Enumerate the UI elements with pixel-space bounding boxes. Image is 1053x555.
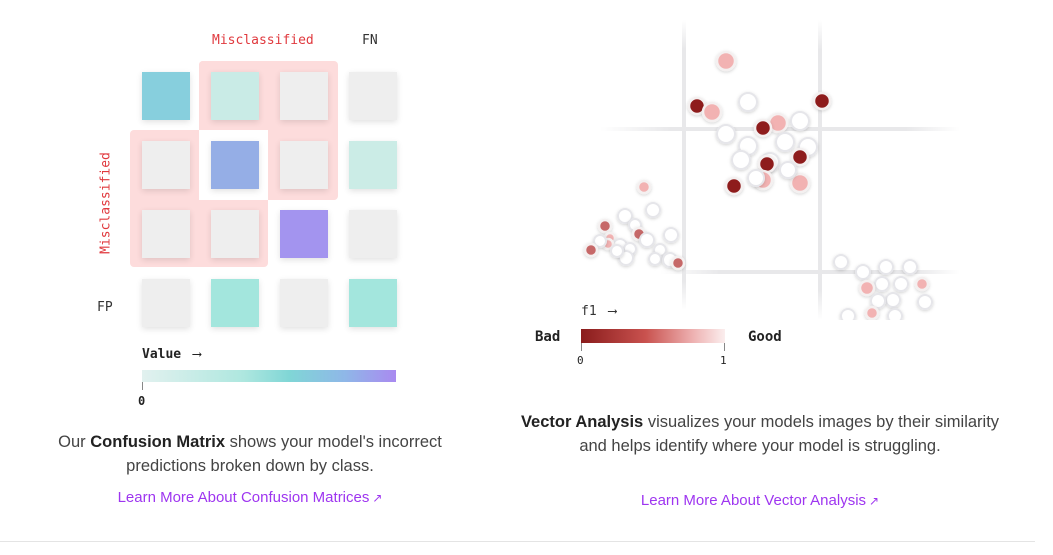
scatter-point-8 <box>716 124 736 144</box>
matrix-cell-r4-c2 <box>211 279 259 327</box>
scale-min-label: 0 <box>577 354 584 367</box>
scatter-point-20 <box>747 169 765 187</box>
value-gradient-bar <box>142 370 396 382</box>
matrix-cell-r1-c4 <box>349 72 397 120</box>
misclassified-side-label: Misclassified <box>98 152 114 254</box>
matrix-cell-r4-c3 <box>280 279 328 327</box>
legend-min-label: 0 <box>138 394 146 408</box>
scatter-point-6 <box>790 111 810 131</box>
misclassified-side-label-wrap: Misclassified <box>98 144 114 262</box>
legend-tick <box>142 382 143 390</box>
fn-label: FN <box>362 33 378 48</box>
scale-tick-min <box>581 343 582 351</box>
scatter-point-50 <box>885 292 901 308</box>
scatter-point-15 <box>790 147 810 167</box>
scale-max-label: 1 <box>720 354 727 367</box>
scatter-point-38 <box>648 252 662 266</box>
confusion-description: Our Confusion Matrix shows your model's … <box>58 433 442 475</box>
confusion-learn-more-link[interactable]: Learn More About Confusion Matrices ↗ <box>117 489 383 506</box>
confusion-matrix-term: Confusion Matrix <box>90 433 226 451</box>
scatter-point-41 <box>610 244 624 258</box>
scatter-point-42 <box>833 254 849 270</box>
arrow-up-right-icon: ↗ <box>372 491 383 505</box>
grid-line <box>682 20 686 310</box>
matrix-cell-r2-c2 <box>211 141 259 189</box>
scatter-point-43 <box>855 264 871 280</box>
f1-axis-label: f1 ⟶ <box>581 304 617 319</box>
scatter-point-18 <box>789 172 811 194</box>
matrix-cell-r1-c1 <box>142 72 190 120</box>
scatter-point-52 <box>917 294 933 310</box>
scatter-point-5 <box>812 91 832 111</box>
scatter-point-21 <box>779 161 797 179</box>
vector-learn-more-link[interactable]: Learn More About Vector Analysis ↗ <box>640 492 880 509</box>
scatter-point-48 <box>858 279 876 297</box>
value-legend-title: Value ⟶ <box>142 347 201 362</box>
bad-label: Bad <box>535 329 561 345</box>
good-label: Good <box>748 329 782 345</box>
grid-line <box>818 20 822 320</box>
scatter-point-36 <box>583 242 599 258</box>
matrix-cell-r4-c4 <box>349 279 397 327</box>
scatter-point-35 <box>593 234 607 248</box>
scatter-point-55 <box>887 308 903 320</box>
vector-analysis-term: Vector Analysis <box>520 413 644 431</box>
scatter-point-30 <box>663 227 679 243</box>
matrix-cell-r3-c2 <box>211 210 259 258</box>
scatter-point-49 <box>914 276 930 292</box>
vector-description: Vector Analysis visualizes your models i… <box>520 413 1000 455</box>
vector-scatter-plot <box>583 20 960 320</box>
scatter-point-23 <box>645 202 661 218</box>
matrix-cell-r1-c3 <box>280 72 328 120</box>
scatter-point-47 <box>874 276 890 292</box>
scatter-point-44 <box>878 259 894 275</box>
scatter-point-54 <box>840 308 856 320</box>
scatter-point-16 <box>757 154 777 174</box>
f1-gradient-bar <box>581 329 725 343</box>
matrix-cell-r2-c1 <box>142 141 190 189</box>
matrix-cell-r3-c1 <box>142 210 190 258</box>
scatter-point-26 <box>597 218 613 234</box>
arrow-right-icon: ⟶ <box>608 304 617 319</box>
arrow-up-right-icon: ↗ <box>869 494 880 508</box>
scale-tick-max <box>724 343 725 351</box>
scatter-point-13 <box>731 150 751 170</box>
section-divider <box>0 541 1035 542</box>
scatter-point-46 <box>893 276 909 292</box>
matrix-cell-r2-c4 <box>349 141 397 189</box>
matrix-cell-r1-c2 <box>211 72 259 120</box>
misclassified-top-label: Misclassified <box>212 33 314 48</box>
scatter-point-4 <box>701 101 723 123</box>
matrix-cell-r2-c3 <box>280 141 328 189</box>
matrix-cell-r3-c4 <box>349 210 397 258</box>
grid-line <box>660 270 960 274</box>
scatter-point-22 <box>636 179 652 195</box>
fp-label: FP <box>97 300 113 315</box>
scatter-point-19 <box>724 176 744 196</box>
scatter-point-1 <box>715 50 737 72</box>
arrow-right-icon: ⟶ <box>192 347 201 362</box>
scatter-point-28 <box>639 232 655 248</box>
matrix-cell-r4-c1 <box>142 279 190 327</box>
scatter-point-9 <box>753 118 773 138</box>
matrix-cell-r3-c3 <box>280 210 328 258</box>
scatter-point-40 <box>670 255 686 271</box>
scatter-point-10 <box>775 132 795 152</box>
scatter-points <box>583 50 933 320</box>
scatter-point-24 <box>617 208 633 224</box>
scatter-point-51 <box>870 293 886 309</box>
scatter-point-2 <box>738 92 758 112</box>
scatter-point-45 <box>902 259 918 275</box>
scatter-point-53 <box>864 305 880 320</box>
